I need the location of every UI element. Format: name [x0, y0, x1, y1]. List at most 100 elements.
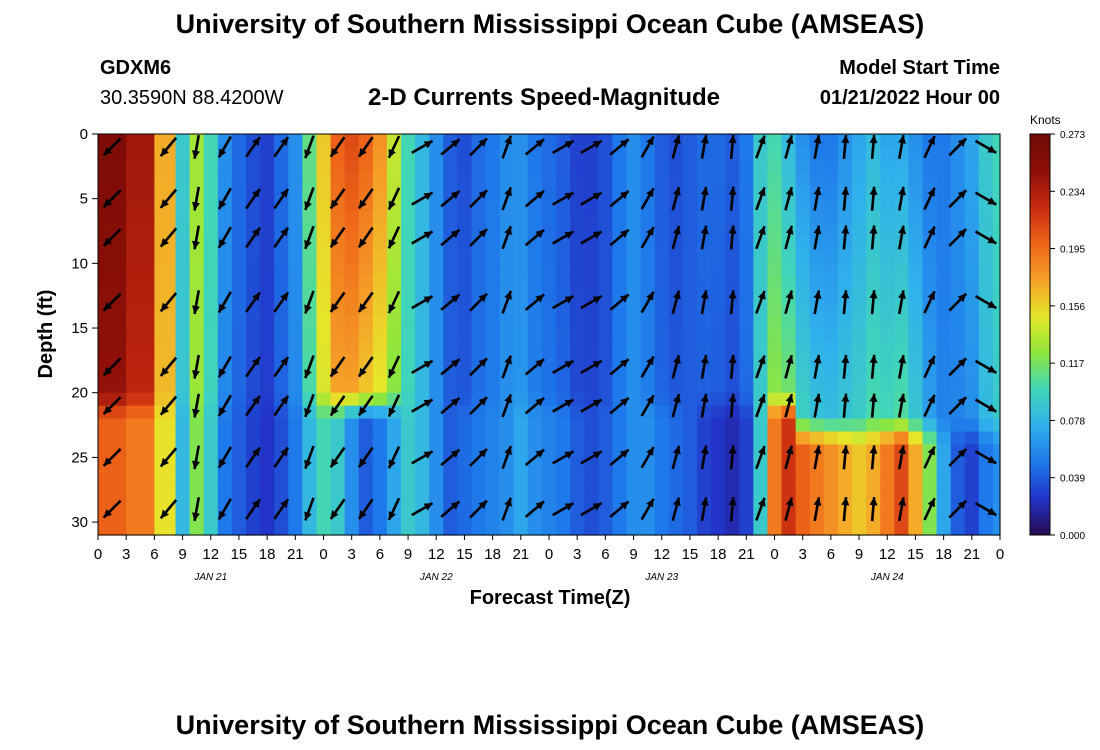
- colorbar-unit-label: Knots: [1030, 113, 1061, 127]
- heatmap-cell: [809, 418, 825, 433]
- heatmap-cell: [316, 250, 332, 264]
- current-arrow: [357, 395, 374, 417]
- current-arrow-head: [450, 190, 460, 200]
- heatmap-cell: [126, 509, 155, 523]
- heatmap-cell: [260, 185, 275, 200]
- current-arrow-head: [927, 136, 935, 146]
- current-arrow: [304, 393, 315, 418]
- heatmap-cell: [823, 405, 839, 420]
- heatmap-cell: [795, 224, 811, 239]
- heatmap-cell: [640, 431, 656, 446]
- heatmap-cell: [126, 328, 155, 342]
- heatmap-cell: [302, 340, 318, 355]
- heatmap-cell: [358, 134, 374, 148]
- current-arrow-head: [280, 357, 289, 366]
- heatmap-cell: [795, 353, 811, 368]
- heatmap-cell: [880, 146, 895, 161]
- heatmap-cell: [640, 172, 656, 187]
- current-arrow-head: [304, 149, 312, 159]
- heatmap-cell: [852, 134, 867, 148]
- current-arrow: [245, 291, 261, 313]
- current-arrow: [552, 450, 575, 465]
- heatmap-cell: [471, 328, 487, 342]
- current-arrow-head: [673, 445, 681, 455]
- heatmap-cell: [584, 431, 599, 446]
- heatmap-cell: [231, 211, 247, 226]
- heatmap-cell: [471, 250, 487, 264]
- current-arrow: [784, 354, 794, 379]
- current-arrow: [974, 139, 997, 155]
- heatmap-cell: [781, 276, 797, 290]
- heatmap-cell: [231, 146, 247, 161]
- heatmap-cell: [781, 250, 797, 264]
- heatmap-cell: [231, 224, 247, 239]
- heatmap-cell: [696, 366, 712, 381]
- current-arrow: [159, 447, 178, 468]
- current-arrow-head: [898, 445, 906, 455]
- current-arrow-head: [728, 497, 737, 506]
- heatmap-cell: [668, 483, 684, 497]
- current-arrow-head: [700, 393, 709, 403]
- heatmap-cell: [852, 405, 867, 420]
- heatmap-cell: [626, 353, 642, 368]
- heatmap-cell: [992, 379, 1001, 394]
- heatmap-cell: [288, 431, 303, 446]
- heatmap-cell: [894, 522, 909, 536]
- heatmap-cell: [203, 509, 219, 523]
- heatmap-cell: [654, 483, 670, 497]
- heatmap-cell: [457, 483, 473, 497]
- heatmap-cell: [386, 172, 402, 187]
- heatmap-cell: [781, 379, 797, 394]
- heatmap-cell: [823, 211, 839, 226]
- heatmap-cell: [175, 418, 191, 433]
- heatmap-cell: [823, 353, 839, 368]
- current-arrow: [273, 498, 290, 520]
- heatmap-cell: [908, 457, 924, 471]
- x-tick-label: 15: [231, 546, 248, 563]
- heatmap-cell: [668, 431, 684, 446]
- current-arrow-head: [813, 225, 822, 235]
- heatmap-cell: [795, 483, 811, 497]
- current-arrow-head: [785, 355, 794, 365]
- heatmap-cell: [302, 250, 318, 264]
- current-arrow-head: [304, 408, 312, 417]
- heatmap-cell: [316, 366, 332, 381]
- heatmap-cell: [541, 224, 557, 239]
- heatmap-cell: [908, 185, 924, 200]
- heatmap-cell: [725, 250, 740, 264]
- heatmap-cell: [767, 470, 783, 484]
- heatmap-cell: [767, 198, 783, 213]
- current-arrow-head: [564, 231, 574, 239]
- heatmap-cell: [98, 522, 127, 536]
- heatmap-cell: [725, 522, 740, 536]
- colorbar-bar: [1029, 133, 1051, 536]
- heatmap-cell: [429, 366, 444, 381]
- current-arrow: [784, 186, 794, 211]
- heatmap-cell: [936, 302, 952, 316]
- heatmap-cell: [992, 198, 1001, 213]
- heatmap-cell: [668, 276, 684, 290]
- heatmap-cell: [372, 224, 388, 239]
- heatmap-cell: [626, 315, 642, 329]
- heatmap-cell: [372, 366, 388, 381]
- heatmap-cell: [795, 470, 811, 484]
- heatmap-cell: [696, 198, 712, 213]
- current-arrow-head: [758, 290, 766, 300]
- heatmap-cell: [556, 522, 571, 536]
- heatmap-cell: [908, 289, 924, 303]
- heatmap-cell: [513, 353, 529, 368]
- heatmap-cell: [682, 276, 698, 290]
- heatmap-cell: [978, 470, 994, 484]
- current-arrow-head: [957, 500, 967, 510]
- heatmap-cell: [908, 172, 924, 187]
- heatmap-cell: [711, 263, 726, 277]
- heatmap-cell: [541, 366, 557, 381]
- heatmap-cell: [203, 224, 219, 239]
- heatmap-cell: [527, 366, 543, 381]
- heatmap-cell: [471, 379, 487, 394]
- heatmap-cell: [372, 302, 388, 316]
- current-arrow-head: [423, 399, 433, 408]
- x-tick-label: 0: [770, 546, 778, 563]
- heatmap-cell: [527, 159, 543, 174]
- heatmap-cell: [936, 250, 952, 264]
